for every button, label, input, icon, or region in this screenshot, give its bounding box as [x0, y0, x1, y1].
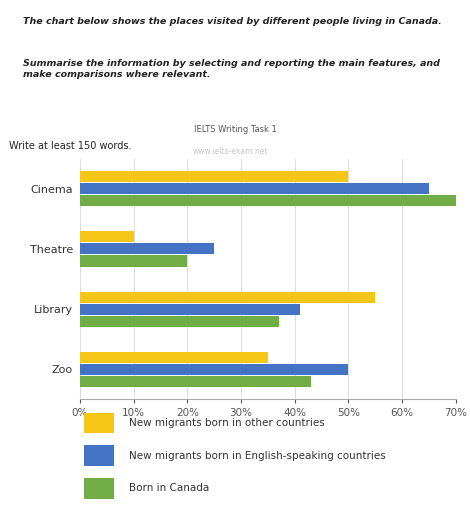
- Bar: [80, 315, 279, 327]
- Text: The chart below shows the places visited by different people living in Canada.: The chart below shows the places visited…: [23, 17, 442, 26]
- FancyBboxPatch shape: [84, 478, 114, 499]
- Bar: [80, 291, 376, 303]
- FancyBboxPatch shape: [84, 413, 114, 433]
- Text: Born in Canada: Born in Canada: [129, 483, 209, 494]
- Bar: [80, 376, 311, 387]
- Bar: [80, 231, 133, 243]
- Text: IELTS Writing Task 1: IELTS Writing Task 1: [194, 124, 276, 134]
- Bar: [80, 364, 348, 375]
- Text: Summarise the information by selecting and reporting the main features, and make: Summarise the information by selecting a…: [23, 59, 440, 79]
- Text: Write at least 150 words.: Write at least 150 words.: [9, 141, 132, 151]
- Text: New migrants born in English-speaking countries: New migrants born in English-speaking co…: [129, 451, 385, 461]
- Text: www.ielts-exam.net: www.ielts-exam.net: [193, 147, 268, 156]
- Bar: [80, 243, 214, 254]
- Bar: [80, 183, 429, 195]
- Bar: [80, 171, 348, 182]
- Bar: [80, 304, 300, 315]
- Text: New migrants born in other countries: New migrants born in other countries: [129, 418, 324, 428]
- Bar: [80, 195, 456, 206]
- Bar: [80, 352, 268, 363]
- Bar: [80, 255, 188, 267]
- FancyBboxPatch shape: [84, 445, 114, 466]
